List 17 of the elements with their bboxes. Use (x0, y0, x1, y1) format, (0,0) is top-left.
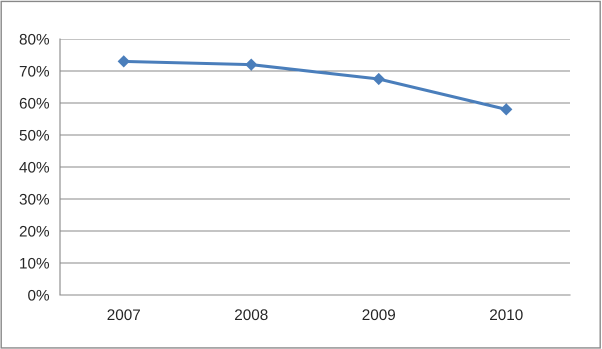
x-tick-label: 2009 (362, 309, 396, 320)
y-tick-label: 30% (20, 194, 50, 205)
point (372, 73, 385, 85)
point (245, 58, 258, 71)
point (118, 55, 130, 68)
x-tick-label: 2010 (490, 309, 523, 320)
x-tick-label: 2008 (235, 309, 268, 320)
y-tick-label: 70% (20, 66, 50, 77)
y-tick-label: 80% (20, 34, 50, 45)
y-tick-label: 0% (28, 290, 50, 301)
x-tick-label: 2007 (108, 309, 140, 320)
y-tick-label: 20% (20, 226, 50, 237)
point (500, 103, 512, 116)
y-tick-label: 40% (19, 162, 50, 173)
y-tick-label: 60% (20, 98, 50, 109)
y-tick-label: 10% (20, 258, 50, 269)
y-tick-label: 50% (20, 130, 50, 141)
